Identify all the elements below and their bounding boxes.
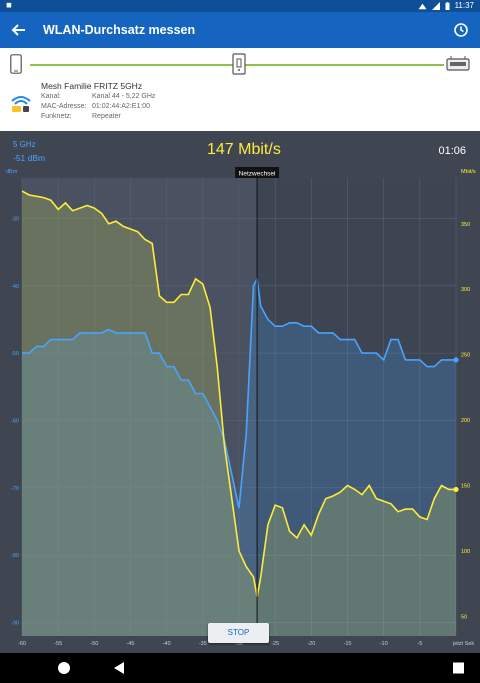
- channel-row: Kanal: Kanal 44 - 5,22 GHz: [41, 93, 156, 100]
- rssi-end-point: [453, 357, 459, 363]
- throughput-chart-panel: 5 GHz -51 dBm 147 Mbit/s 01:06 Netzwechs…: [0, 131, 480, 653]
- x-tick-label: -15: [344, 641, 352, 647]
- throughput-area: [22, 191, 456, 636]
- x-tick-label: jetzt Sek: [452, 641, 474, 647]
- repeater-icon[interactable]: [232, 53, 246, 75]
- band-label: 5 GHz: [13, 140, 36, 149]
- left-tick-label: -50: [11, 351, 19, 357]
- page-title: WLAN-Durchsatz messen: [43, 23, 196, 37]
- right-tick-label: 250: [461, 353, 470, 359]
- right-axis-unit: Mbit/s: [461, 169, 476, 175]
- left-axis-unit: dBm: [6, 169, 18, 175]
- x-tick-label: -60: [18, 641, 26, 647]
- post-switch-region: [257, 178, 456, 636]
- right-tick-label: 50: [461, 614, 467, 620]
- app-bar: WLAN-Durchsatz messen: [0, 12, 480, 48]
- right-tick-label: 200: [461, 418, 470, 424]
- x-tick-label: -25: [271, 641, 279, 647]
- throughput-value: 147 Mbit/s: [207, 141, 281, 158]
- rssi-line: [22, 276, 456, 509]
- left-tick-label: -40: [11, 284, 19, 290]
- app-notification-icon: ◼: [6, 2, 12, 9]
- throughput-end-point: [453, 486, 459, 493]
- nav-back-icon[interactable]: [112, 661, 126, 675]
- nav-recents-icon[interactable]: [453, 661, 464, 675]
- mac-row: MAC-Adresse: 01:02:44:A2:E1:00: [41, 103, 150, 110]
- wifi-lock-icon: [11, 96, 31, 112]
- x-tick-label: -55: [54, 641, 62, 647]
- left-tick-label: -60: [11, 418, 19, 424]
- x-tick-label: -50: [90, 641, 98, 647]
- network-switch-label-box: [235, 167, 280, 178]
- nav-home-icon[interactable]: [57, 661, 71, 675]
- router-icon[interactable]: [446, 56, 470, 72]
- network-type-row: Funknetz: Repeater: [41, 113, 121, 120]
- network-name: Mesh Familie FRITZ 5GHz: [41, 81, 143, 91]
- status-time: 11:37: [454, 1, 474, 10]
- x-tick-label: -20: [307, 641, 315, 647]
- topology-panel: [0, 48, 480, 131]
- x-tick-label: -5: [417, 641, 422, 647]
- x-tick-label: -40: [163, 641, 171, 647]
- throughput-line: [21, 190, 456, 597]
- left-tick-label: -30: [11, 216, 19, 222]
- status-bar: ◼ 11:37: [0, 0, 480, 12]
- cellular-icon: [431, 1, 440, 10]
- x-tick-label: -30: [235, 641, 243, 647]
- back-arrow-icon[interactable]: [9, 20, 29, 40]
- right-tick-label: 150: [461, 484, 470, 490]
- history-clock-icon[interactable]: [451, 20, 471, 40]
- x-tick-label: -10: [380, 641, 388, 647]
- right-tick-label: 100: [461, 549, 470, 555]
- navigation-bar: [0, 653, 480, 683]
- smartphone-icon: [10, 54, 22, 74]
- x-tick-label: -45: [127, 641, 135, 647]
- network-switch-label: Netzwechsel: [239, 171, 276, 178]
- left-tick-label: -70: [11, 486, 19, 492]
- battery-icon: [445, 1, 450, 10]
- right-tick-label: 350: [461, 222, 470, 228]
- left-tick-label: -80: [11, 553, 19, 559]
- x-tick-label: -35: [199, 641, 207, 647]
- throughput-chart: Netzwechsel dBm Mbit/s -30 -40 -50 -60 -70 -80 -9…: [6, 167, 476, 647]
- signal-icon: [418, 3, 427, 9]
- left-tick-label: -90: [11, 621, 19, 627]
- stop-button[interactable]: STOP: [208, 623, 269, 643]
- rssi-value: -51 dBm: [13, 153, 46, 163]
- elapsed-time: 01:06: [438, 145, 466, 157]
- rssi-area: [22, 279, 456, 636]
- right-tick-label: 300: [461, 287, 470, 293]
